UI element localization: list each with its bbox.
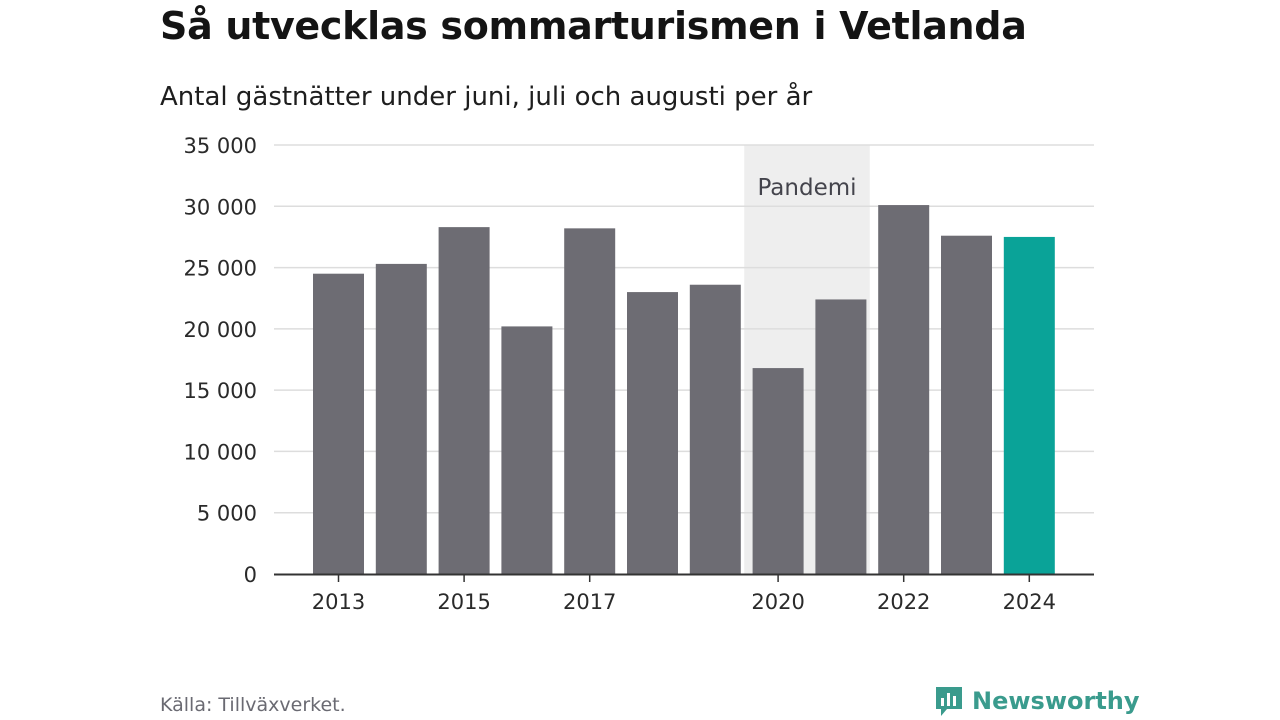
pandemic-band-label: Pandemi bbox=[757, 175, 856, 201]
x-tick-label: 2020 bbox=[751, 590, 804, 614]
bar-2020 bbox=[752, 368, 804, 574]
bar-2015 bbox=[438, 227, 490, 574]
bar-2022 bbox=[878, 205, 930, 574]
x-tick-label: 2017 bbox=[563, 590, 616, 614]
y-tick-label: 0 bbox=[244, 563, 257, 587]
brand-name: Newsworthy bbox=[972, 687, 1140, 715]
bar-2023 bbox=[941, 235, 992, 574]
y-tick-label: 10 000 bbox=[184, 440, 257, 464]
bar-2024 bbox=[1003, 236, 1055, 574]
y-tick-label: 25 000 bbox=[184, 257, 257, 281]
x-tick-label: 2013 bbox=[312, 590, 365, 614]
bar-2013 bbox=[313, 273, 364, 574]
bar-2016 bbox=[501, 326, 553, 574]
y-tick-label: 30 000 bbox=[184, 195, 257, 219]
x-tick-label: 2015 bbox=[437, 590, 490, 614]
bar-2014 bbox=[375, 263, 427, 574]
bar-2019 bbox=[689, 284, 741, 574]
chart-title: Så utvecklas sommarturismen i Vetlanda bbox=[160, 4, 1027, 48]
bar-2021 bbox=[815, 299, 867, 574]
newsworthy-logo: Newsworthy bbox=[934, 684, 1140, 718]
chart-subtitle: Antal gästnätter under juni, juli och au… bbox=[160, 82, 813, 112]
source-note: Källa: Tillväxverket. bbox=[160, 694, 346, 716]
bar-2018 bbox=[627, 292, 678, 574]
newsworthy-logo-icon bbox=[936, 687, 962, 716]
y-tick-label: 35 000 bbox=[184, 134, 257, 158]
x-tick-label: 2022 bbox=[877, 590, 930, 614]
y-tick-label: 20 000 bbox=[184, 318, 257, 342]
y-tick-label: 15 000 bbox=[184, 379, 257, 403]
y-tick-label: 5 000 bbox=[197, 502, 257, 526]
x-tick-label: 2024 bbox=[1003, 590, 1056, 614]
bar-2017 bbox=[564, 228, 616, 574]
bar-chart: 0 5 000 10 000 15 000 20 000 25 000 30 000 35 0… bbox=[184, 134, 1094, 614]
